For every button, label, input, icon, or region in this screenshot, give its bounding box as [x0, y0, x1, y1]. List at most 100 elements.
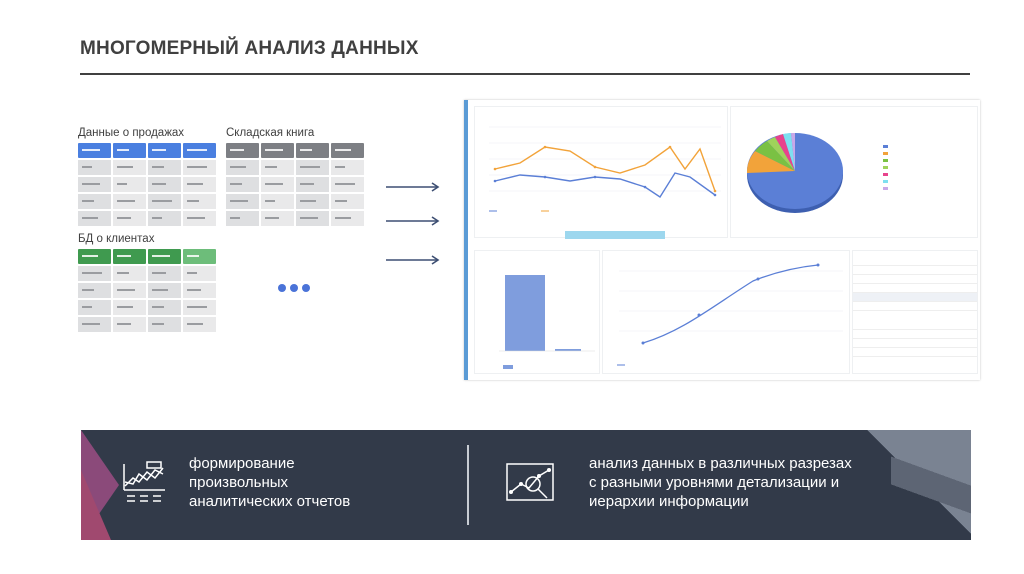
source-label-sales: Данные о продажах — [78, 127, 185, 139]
table-cell — [261, 194, 294, 209]
bar-chart-panel — [474, 250, 600, 374]
vertical-divider — [467, 445, 469, 525]
table-cell — [331, 177, 364, 192]
table-cell — [78, 211, 111, 226]
table-cell — [296, 211, 329, 226]
table-cell — [183, 194, 216, 209]
sales-table-icon — [78, 143, 216, 226]
clients-table-icon — [78, 249, 216, 332]
table-cell — [148, 194, 181, 209]
table-cell — [183, 283, 216, 298]
bar-chart-graphic — [499, 275, 595, 369]
table-cell — [296, 160, 329, 175]
table-header-cell — [113, 249, 146, 264]
line-chart-panel — [474, 106, 728, 239]
title-rule — [80, 73, 970, 75]
page-title: МНОГОМЕРНЫЙ АНАЛИЗ ДАННЫХ — [80, 38, 419, 59]
table-cell — [148, 160, 181, 175]
table-cell — [226, 194, 259, 209]
pie-legend — [883, 145, 888, 194]
table-cell — [226, 177, 259, 192]
table-cell — [113, 300, 146, 315]
list-panel — [852, 250, 978, 374]
list-item — [853, 275, 977, 284]
feature-line: формирование — [189, 455, 295, 472]
table-cell — [148, 283, 181, 298]
list-item — [853, 330, 977, 339]
table-cell — [78, 266, 111, 281]
table-cell — [148, 300, 181, 315]
source-label-warehouse: Складская книга — [226, 127, 315, 139]
pie-chart-graphic — [746, 132, 843, 213]
table-cell — [113, 283, 146, 298]
table-cell — [296, 194, 329, 209]
table-cell — [78, 300, 111, 315]
feature-line: аналитических отчетов — [189, 493, 351, 510]
mini-button — [565, 231, 665, 239]
table-cell — [331, 160, 364, 175]
table-cell — [113, 266, 146, 281]
list-item — [853, 257, 977, 266]
feature-line: анализ данных в различных разрезах — [589, 455, 852, 472]
dashboard-screenshot — [464, 100, 980, 380]
table-header-cell — [183, 249, 216, 264]
line-chart-graphic — [489, 126, 721, 212]
list-item — [853, 348, 977, 357]
table-header-cell — [113, 143, 146, 158]
table-cell — [113, 194, 146, 209]
warehouse-table-icon — [226, 143, 364, 226]
table-header-cell — [148, 143, 181, 158]
table-cell — [148, 317, 181, 332]
table-cell — [148, 177, 181, 192]
arrow-right-icon — [386, 255, 440, 265]
feature-line: иерархии информации — [589, 493, 749, 510]
table-cell — [183, 211, 216, 226]
table-cell — [183, 300, 216, 315]
table-header-cell — [183, 143, 216, 158]
table-cell — [113, 317, 146, 332]
feature-reports-text: формирование произвольных аналитических … — [189, 454, 350, 511]
line-chart-report-icon — [123, 461, 165, 502]
feature-line: произвольных — [189, 474, 289, 491]
table-cell — [183, 266, 216, 281]
source-label-clients: БД о клиентах — [78, 233, 155, 245]
table-cell — [113, 177, 146, 192]
table-cell — [78, 317, 111, 332]
features-band: формирование произвольных аналитических … — [81, 430, 971, 540]
list-item — [853, 266, 977, 275]
table-cell — [226, 211, 259, 226]
curve-chart-graphic — [617, 263, 843, 366]
table-cell — [331, 194, 364, 209]
arrow-right-icon — [386, 182, 440, 192]
table-cell — [148, 211, 181, 226]
pie-chart-panel — [730, 106, 978, 238]
table-header-cell — [331, 143, 364, 158]
table-header-cell — [148, 249, 181, 264]
ellipsis-dots-icon — [278, 284, 310, 292]
table-cell — [78, 160, 111, 175]
table-cell — [78, 194, 111, 209]
table-cell — [261, 177, 294, 192]
list-item — [853, 339, 977, 348]
table-header-cell — [78, 143, 111, 158]
table-cell — [183, 317, 216, 332]
curve-chart-panel — [602, 250, 850, 374]
table-cell — [183, 177, 216, 192]
decor-triangle — [891, 430, 971, 540]
table-cell — [261, 211, 294, 226]
feature-analysis-text: анализ данных в различных разрезах с раз… — [589, 454, 852, 511]
magnifier-chart-icon — [506, 463, 554, 501]
table-header-cell — [78, 249, 111, 264]
table-cell — [78, 283, 111, 298]
table-cell — [226, 160, 259, 175]
table-header-cell — [226, 143, 259, 158]
feature-line: с разными уровнями детализации и — [589, 474, 840, 491]
table-cell — [78, 177, 111, 192]
table-cell — [183, 160, 216, 175]
arrow-right-icon — [386, 216, 440, 226]
decor-triangle — [81, 470, 111, 540]
table-header-cell — [261, 143, 294, 158]
list-item — [853, 321, 977, 330]
table-cell — [113, 211, 146, 226]
table-cell — [113, 160, 146, 175]
